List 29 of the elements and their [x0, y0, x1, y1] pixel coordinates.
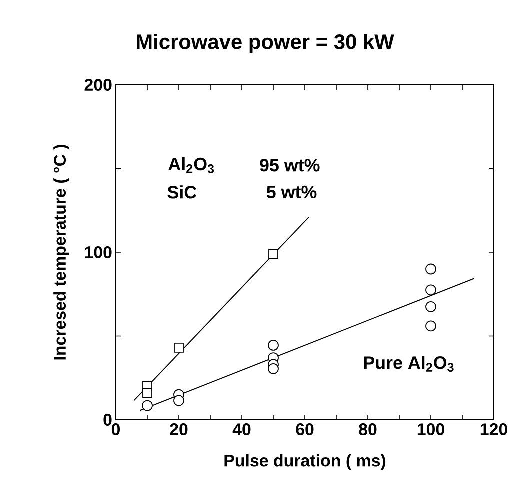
x-axis-title: Pulse duration ( ms) [224, 454, 386, 470]
point [268, 363, 279, 374]
point [426, 264, 436, 275]
chart-title: Microwave power = 30 kW [137, 34, 394, 54]
point [142, 400, 153, 412]
y-tick-label: 200 [84, 79, 112, 91]
point [174, 343, 184, 353]
annotation: 5 wt% [266, 186, 317, 199]
point [426, 284, 436, 296]
point [426, 301, 436, 312]
annotation: 95 wt% [260, 159, 320, 172]
point [174, 395, 184, 406]
annotation: SiC [168, 186, 197, 199]
x-tick-label: 60 [296, 424, 314, 436]
point [268, 340, 279, 351]
x-tick-label: 120 [480, 424, 508, 436]
x-tick-label: 20 [170, 424, 188, 436]
y-axis-title: Incresed temperature ( °C ) [54, 145, 70, 360]
point [426, 320, 436, 332]
y-tick-label: 0 [104, 414, 112, 426]
x-tick-label: 0 [112, 424, 120, 436]
x-tick-label: 100 [418, 424, 444, 436]
annotation: Al$_{2}$O$_{3}$ [168, 157, 214, 174]
point [268, 249, 278, 260]
point [142, 388, 152, 398]
annotation: Pure Al$_{2}$O$_{3}$ [364, 356, 454, 372]
y-tick-label: 100 [85, 246, 112, 258]
x-tick-label: 80 [359, 424, 377, 436]
x-tick-label: 40 [232, 424, 251, 436]
